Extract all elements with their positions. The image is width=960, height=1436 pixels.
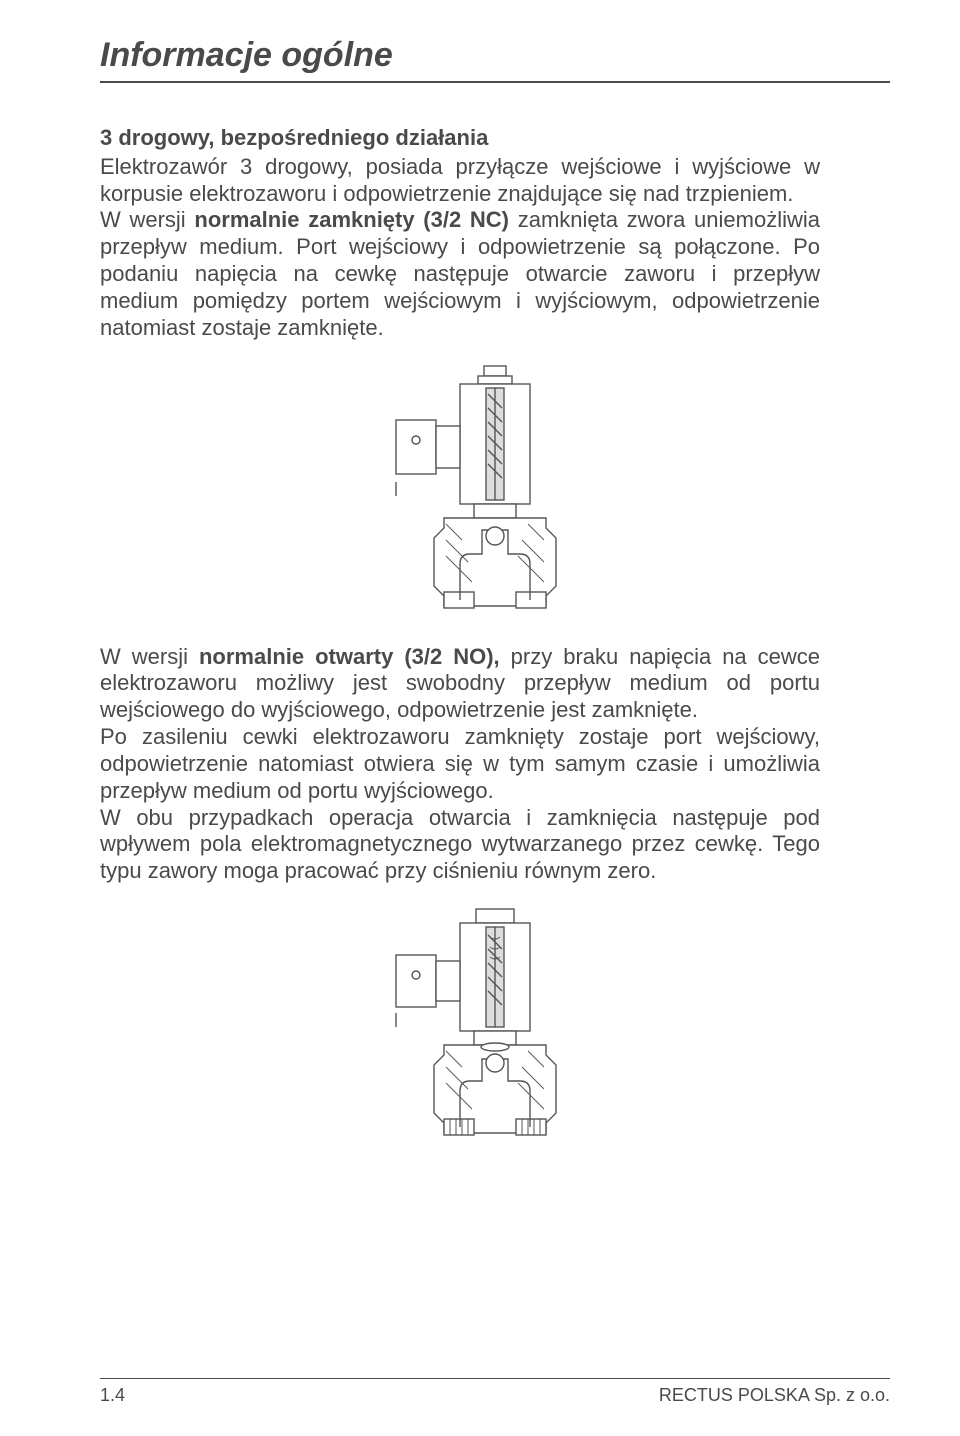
valve-cross-section-no <box>390 907 600 1142</box>
section1-heading: 3 drogowy, bezpośredniego działania <box>100 125 820 152</box>
page-number: 1.4 <box>100 1385 125 1406</box>
section1-p2-bold: normalnie zamknięty (3/2 NC) <box>194 207 509 232</box>
section1-p2-pre: W wersji <box>100 207 194 232</box>
section2-p1: W wersji normalnie otwarty (3/2 NO), prz… <box>100 644 820 724</box>
section2-p2: Po zasileniu cewki elektrozaworu zamknię… <box>100 724 820 804</box>
page-title: Informacje ogólne <box>100 36 890 75</box>
section1-p2: W wersji normalnie zamknięty (3/2 NC) za… <box>100 207 820 341</box>
footer-company: RECTUS POLSKA Sp. z o.o. <box>659 1385 890 1406</box>
section2-p3: W obu przypadkach operacja otwarcia i za… <box>100 805 820 885</box>
section-2: W wersji normalnie otwarty (3/2 NO), prz… <box>100 644 820 885</box>
section1-p1: Elektrozawór 3 drogowy, posiada przyłącz… <box>100 154 820 208</box>
section2-p1-bold: normalnie otwarty (3/2 NO), <box>199 644 500 669</box>
diagram-2-wrap <box>100 907 890 1142</box>
title-rule <box>100 81 890 83</box>
diagram-1-wrap <box>100 364 890 614</box>
valve-cross-section-nc <box>390 364 600 614</box>
section-1: 3 drogowy, bezpośredniego działania Elek… <box>100 125 820 342</box>
page-footer: 1.4 RECTUS POLSKA Sp. z o.o. <box>100 1378 890 1406</box>
section2-p1-pre: W wersji <box>100 644 199 669</box>
footer-rule <box>100 1378 890 1379</box>
